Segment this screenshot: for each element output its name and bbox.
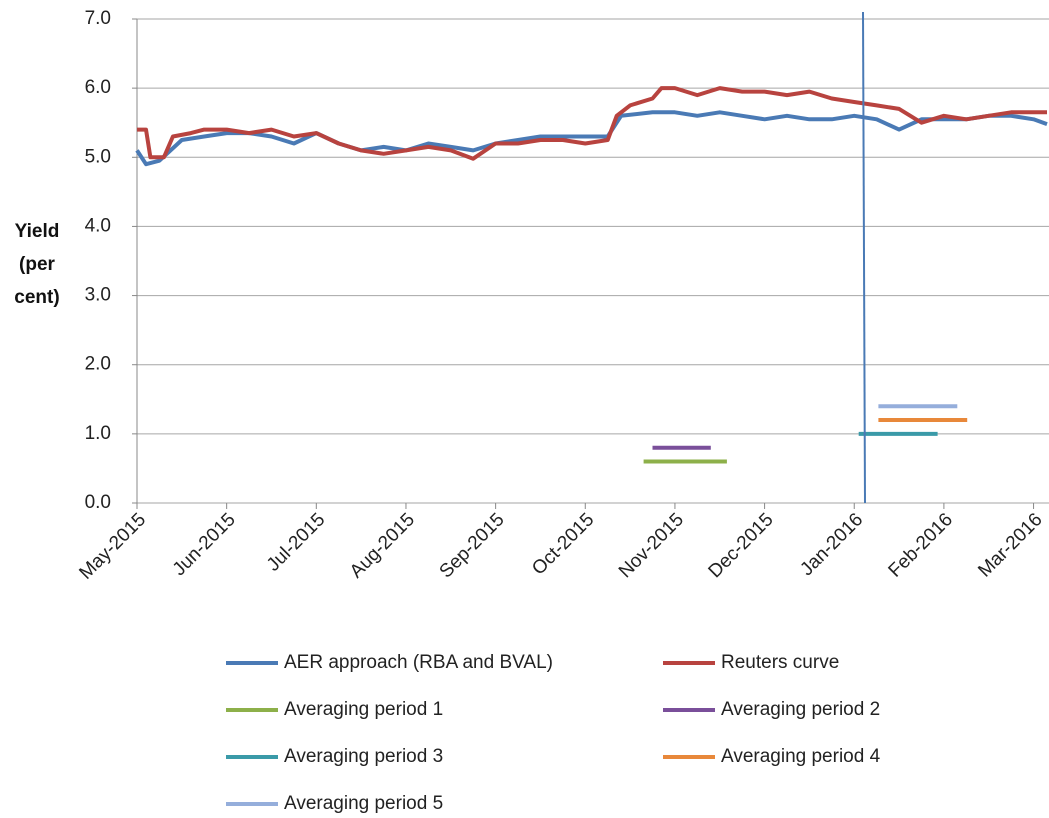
y-tick-label: 2.0 <box>85 354 111 375</box>
x-tick-label: Oct-2015 <box>528 509 598 579</box>
x-tick-label: Aug-2015 <box>346 509 419 582</box>
y-tick-label: 5.0 <box>85 146 111 167</box>
x-tick-label: Jul-2015 <box>263 509 329 575</box>
legend-label: Averaging period 4 <box>721 746 881 767</box>
legend-label: Averaging period 1 <box>284 699 443 720</box>
legend-label: Averaging period 2 <box>721 699 880 720</box>
y-tick-label: 0.0 <box>85 492 111 513</box>
legend-label: Averaging period 3 <box>284 746 443 767</box>
series-line <box>135 110 1048 167</box>
y-axis-label: Yield (per cent) <box>14 221 60 308</box>
x-tick-label: Dec-2015 <box>705 509 778 582</box>
x-tick-label: Jan-2016 <box>796 509 867 580</box>
legend-label: Averaging period 5 <box>284 793 443 814</box>
y-tick-label: 1.0 <box>85 423 111 444</box>
x-tick-label: Feb-2016 <box>885 509 957 581</box>
series-line <box>137 86 1047 161</box>
legend-label: AER approach (RBA and BVAL) <box>284 652 553 673</box>
y-tick-label: 3.0 <box>85 285 111 306</box>
vertical-line <box>862 11 866 504</box>
legend-label: Reuters curve <box>721 652 839 673</box>
x-tick-label: Jun-2015 <box>169 509 240 580</box>
x-tick-label: Sep-2015 <box>436 509 509 582</box>
x-tick-label: May-2015 <box>75 509 150 584</box>
y-tick-label: 4.0 <box>85 215 111 236</box>
y-tick-label: 6.0 <box>85 77 111 98</box>
y-tick-label: 7.0 <box>85 8 111 29</box>
x-tick-label: Nov-2015 <box>615 509 688 582</box>
x-tick-label: Mar-2016 <box>974 509 1046 581</box>
